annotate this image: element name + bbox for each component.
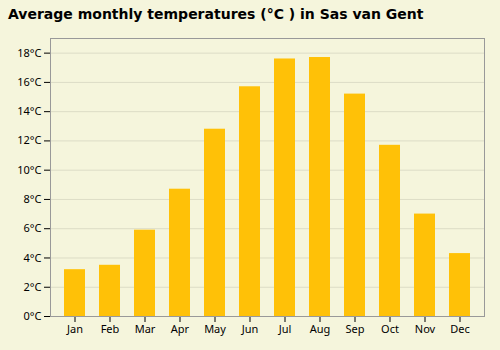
svg-text:Dec: Dec [450,321,470,336]
svg-text:Mar: Mar [135,321,156,336]
svg-text:14°C: 14°C [17,103,41,118]
svg-text:Jun: Jun [241,321,259,336]
svg-text:Feb: Feb [101,321,120,336]
svg-text:4°C: 4°C [24,249,42,264]
svg-text:May: May [204,321,226,336]
svg-text:2°C: 2°C [24,279,42,294]
svg-text:Apr: Apr [171,321,190,336]
svg-text:Nov: Nov [415,321,436,336]
svg-text:18°C: 18°C [17,45,41,60]
html-text:Average monthly temperatures (: Average monthly temperatures (°C ) in Sa… [8,6,424,22]
svg-text:10°C: 10°C [17,162,41,177]
svg-text:Aug: Aug [310,321,331,336]
svg-text:12°C: 12°C [17,132,41,147]
svg-text:Oct: Oct [381,321,399,336]
svg-text:Jan: Jan [66,321,83,336]
svg-text:6°C: 6°C [24,220,42,235]
svg-text:16°C: 16°C [17,74,41,89]
svg-text:0°C: 0°C [24,308,42,323]
svg-text:Jul: Jul [278,321,292,336]
svg-text:8°C: 8°C [24,191,42,206]
svg-text:Sep: Sep [345,321,364,336]
